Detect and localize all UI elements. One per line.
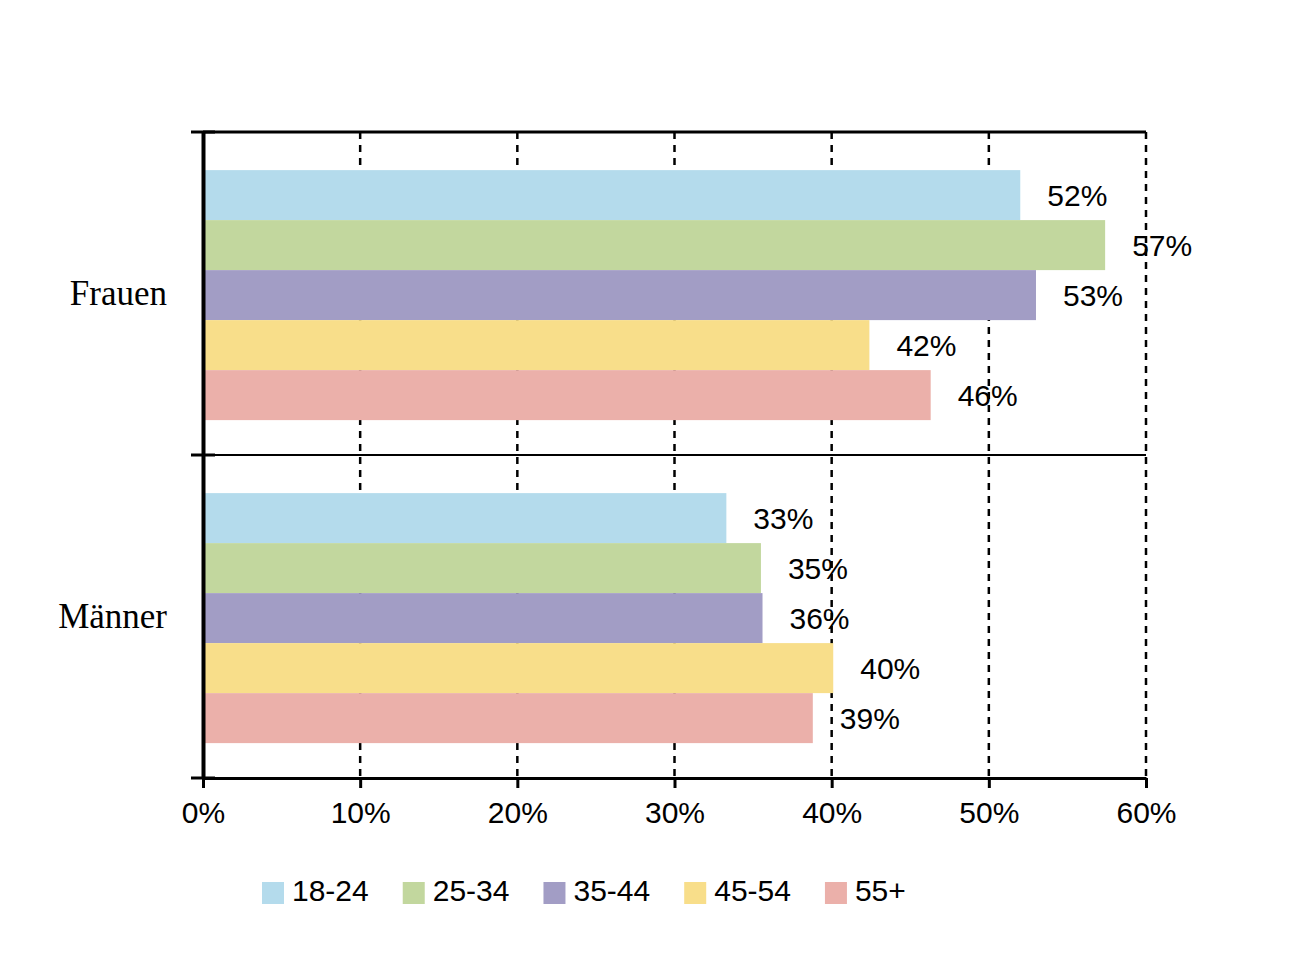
data-label: 53% xyxy=(1063,279,1123,312)
legend: 18-24 25-34 35-44 45-54 55+ xyxy=(262,874,906,907)
x-tick-label: 10% xyxy=(331,796,391,829)
y-tick: Männer xyxy=(58,597,203,636)
bar xyxy=(203,643,833,693)
category-label: Männer xyxy=(58,597,167,636)
x-tick-mark xyxy=(831,778,834,788)
x-tick-label: 40% xyxy=(802,796,862,829)
data-label: 40% xyxy=(860,652,920,685)
x-tick: 40% xyxy=(802,778,862,829)
x-tick-label: 20% xyxy=(488,796,548,829)
data-label: 35% xyxy=(788,552,848,585)
data-label: 33% xyxy=(753,502,813,535)
x-tick-mark xyxy=(674,778,677,788)
x-tick-label: 50% xyxy=(959,796,1019,829)
x-tick-mark xyxy=(202,778,205,788)
x-tick: 10% xyxy=(331,778,391,829)
bar xyxy=(203,270,1036,320)
bar xyxy=(203,320,869,370)
bar xyxy=(203,693,813,743)
bar xyxy=(203,170,1020,220)
bar xyxy=(203,543,761,593)
y-axis: Frauen Männer xyxy=(58,133,203,779)
bar xyxy=(203,593,763,643)
bar xyxy=(203,493,726,543)
x-tick: 50% xyxy=(959,778,1019,829)
data-label: 46% xyxy=(958,379,1018,412)
data-label: 36% xyxy=(790,602,850,635)
x-tick-mark xyxy=(359,778,362,788)
data-label: 39% xyxy=(840,702,900,735)
legend-label: 45-54 xyxy=(714,874,791,907)
x-tick-mark xyxy=(1145,778,1148,788)
legend-label: 18-24 xyxy=(292,874,369,907)
category-separator xyxy=(203,454,1146,456)
x-tick-mark xyxy=(516,778,519,788)
category-label: Frauen xyxy=(70,274,167,313)
x-tick-label: 60% xyxy=(1116,796,1176,829)
y-tick: Frauen xyxy=(70,274,203,313)
legend-swatch xyxy=(543,882,565,904)
y-axis-line xyxy=(202,133,206,779)
bars xyxy=(203,170,1105,743)
legend-label: 35-44 xyxy=(573,874,650,907)
data-label: 52% xyxy=(1047,179,1107,212)
data-labels: 52% 33% 57% 35% 53% 36% 42% 40% 46% 39% xyxy=(753,179,1192,735)
x-tick-mark xyxy=(988,778,991,788)
frame-top xyxy=(203,131,1146,134)
frame xyxy=(191,132,1146,778)
bar xyxy=(203,220,1105,270)
x-tick: 0% xyxy=(182,778,225,829)
x-tick-label: 30% xyxy=(645,796,705,829)
legend-swatch xyxy=(825,882,847,904)
legend-swatch xyxy=(684,882,706,904)
x-tick: 30% xyxy=(645,778,705,829)
x-axis: 0% 10% 20% 30% 40% 50% 60% xyxy=(182,778,1177,829)
legend-label: 55+ xyxy=(855,874,906,907)
legend-label: 25-34 xyxy=(433,874,510,907)
chart: 52% 33% 57% 35% 53% 36% 42% 40% 46% 39% 0% 10% 20% 30… xyxy=(0,0,1290,958)
x-tick-label: 0% xyxy=(182,796,225,829)
bar xyxy=(203,370,931,420)
x-tick: 20% xyxy=(488,778,548,829)
data-label: 42% xyxy=(896,329,956,362)
legend-swatch xyxy=(403,882,425,904)
legend-swatch xyxy=(262,882,284,904)
data-label: 57% xyxy=(1132,229,1192,262)
x-tick: 60% xyxy=(1116,778,1176,829)
